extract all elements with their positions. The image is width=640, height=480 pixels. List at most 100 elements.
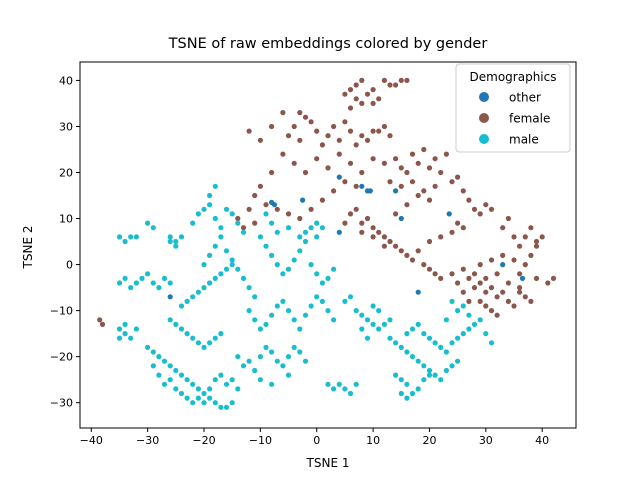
point-female-159 — [426, 238, 433, 245]
point-female-137 — [533, 243, 540, 249]
point-female-56 — [285, 211, 292, 217]
point-female-43 — [291, 160, 297, 166]
point-female-120 — [483, 289, 489, 295]
point-male-74 — [201, 344, 207, 350]
point-male-93 — [229, 257, 235, 263]
point-female-88 — [409, 179, 416, 185]
point-male-45 — [178, 372, 185, 378]
point-male-111 — [331, 266, 337, 272]
point-female-130 — [517, 271, 523, 277]
point-female-93 — [404, 202, 410, 208]
point-male-50 — [207, 395, 213, 401]
point-female-85 — [488, 206, 495, 212]
point-female-17 — [370, 100, 376, 106]
point-female-20 — [291, 123, 297, 130]
point-male-30 — [156, 285, 162, 291]
point-male-176 — [409, 326, 416, 332]
point-male-90 — [212, 243, 218, 249]
point-male-57 — [161, 381, 168, 387]
point-male-213 — [302, 229, 309, 235]
point-female-65 — [240, 225, 247, 231]
point-male-142 — [229, 377, 235, 383]
point-female-47 — [336, 151, 342, 157]
point-male-163 — [393, 340, 399, 346]
point-male-148 — [331, 386, 337, 392]
point-male-31 — [161, 275, 168, 281]
point-female-15 — [359, 100, 365, 106]
point-male-10 — [167, 234, 173, 240]
point-female-133 — [500, 252, 506, 258]
point-female-110 — [409, 257, 416, 263]
point-male-32 — [167, 280, 173, 286]
point-male-121 — [297, 326, 303, 332]
point-male-214 — [308, 225, 314, 231]
point-female-91 — [426, 197, 433, 203]
point-male-216 — [319, 225, 325, 231]
point-female-104 — [342, 220, 348, 226]
point-other-6 — [367, 188, 373, 194]
point-female-152 — [517, 243, 523, 249]
point-female-149 — [488, 308, 495, 314]
point-male-8 — [178, 234, 185, 240]
point-female-101 — [381, 234, 387, 240]
point-male-67 — [218, 372, 224, 378]
point-other-8 — [393, 188, 399, 194]
point-female-146 — [460, 289, 466, 295]
point-male-0 — [116, 234, 123, 240]
point-female-98 — [364, 215, 371, 222]
point-female-86 — [387, 179, 393, 185]
point-male-194 — [398, 390, 404, 397]
point-male-78 — [178, 303, 185, 309]
point-other-14 — [519, 275, 526, 281]
point-male-65 — [207, 386, 213, 392]
point-female-63 — [246, 206, 252, 212]
point-male-196 — [409, 390, 416, 397]
point-male-201 — [460, 303, 466, 309]
point-female-158 — [511, 234, 517, 240]
point-female-126 — [471, 271, 478, 277]
point-male-141 — [223, 381, 230, 387]
point-female-114 — [432, 271, 438, 277]
point-male-51 — [212, 400, 218, 406]
point-female-62 — [353, 183, 359, 189]
point-female-119 — [477, 280, 483, 286]
point-female-81 — [466, 197, 472, 203]
point-female-139 — [545, 280, 551, 286]
point-male-21 — [207, 192, 213, 199]
point-male-127 — [331, 317, 337, 323]
point-male-120 — [291, 317, 297, 323]
point-female-4 — [353, 82, 359, 88]
point-male-206 — [376, 308, 382, 314]
point-male-172 — [443, 367, 449, 374]
point-male-113 — [252, 317, 258, 323]
point-female-30 — [347, 128, 354, 134]
point-female-68 — [393, 156, 399, 162]
point-male-49 — [201, 390, 207, 397]
point-other-12 — [398, 215, 404, 222]
point-female-16 — [347, 105, 354, 111]
point-female-44 — [302, 169, 309, 176]
point-female-124 — [505, 298, 511, 304]
point-female-35 — [376, 128, 382, 134]
point-male-53 — [223, 404, 230, 410]
point-male-95 — [240, 275, 247, 281]
point-male-122 — [302, 312, 309, 318]
point-male-109 — [319, 280, 325, 286]
point-female-144 — [449, 271, 455, 277]
point-male-35 — [128, 335, 134, 341]
point-male-56 — [156, 372, 162, 378]
x-tick-label: 10 — [366, 434, 380, 447]
point-male-39 — [145, 344, 151, 350]
point-female-76 — [438, 169, 444, 176]
point-male-105 — [297, 248, 303, 254]
point-male-40 — [150, 349, 156, 355]
point-male-185 — [460, 331, 466, 337]
point-male-92 — [223, 248, 230, 254]
point-other-11 — [336, 229, 342, 235]
point-male-15 — [218, 225, 224, 231]
point-male-152 — [353, 381, 359, 387]
point-male-154 — [359, 312, 365, 318]
point-female-34 — [370, 128, 376, 134]
point-male-117 — [274, 303, 280, 309]
point-male-218 — [285, 225, 292, 231]
